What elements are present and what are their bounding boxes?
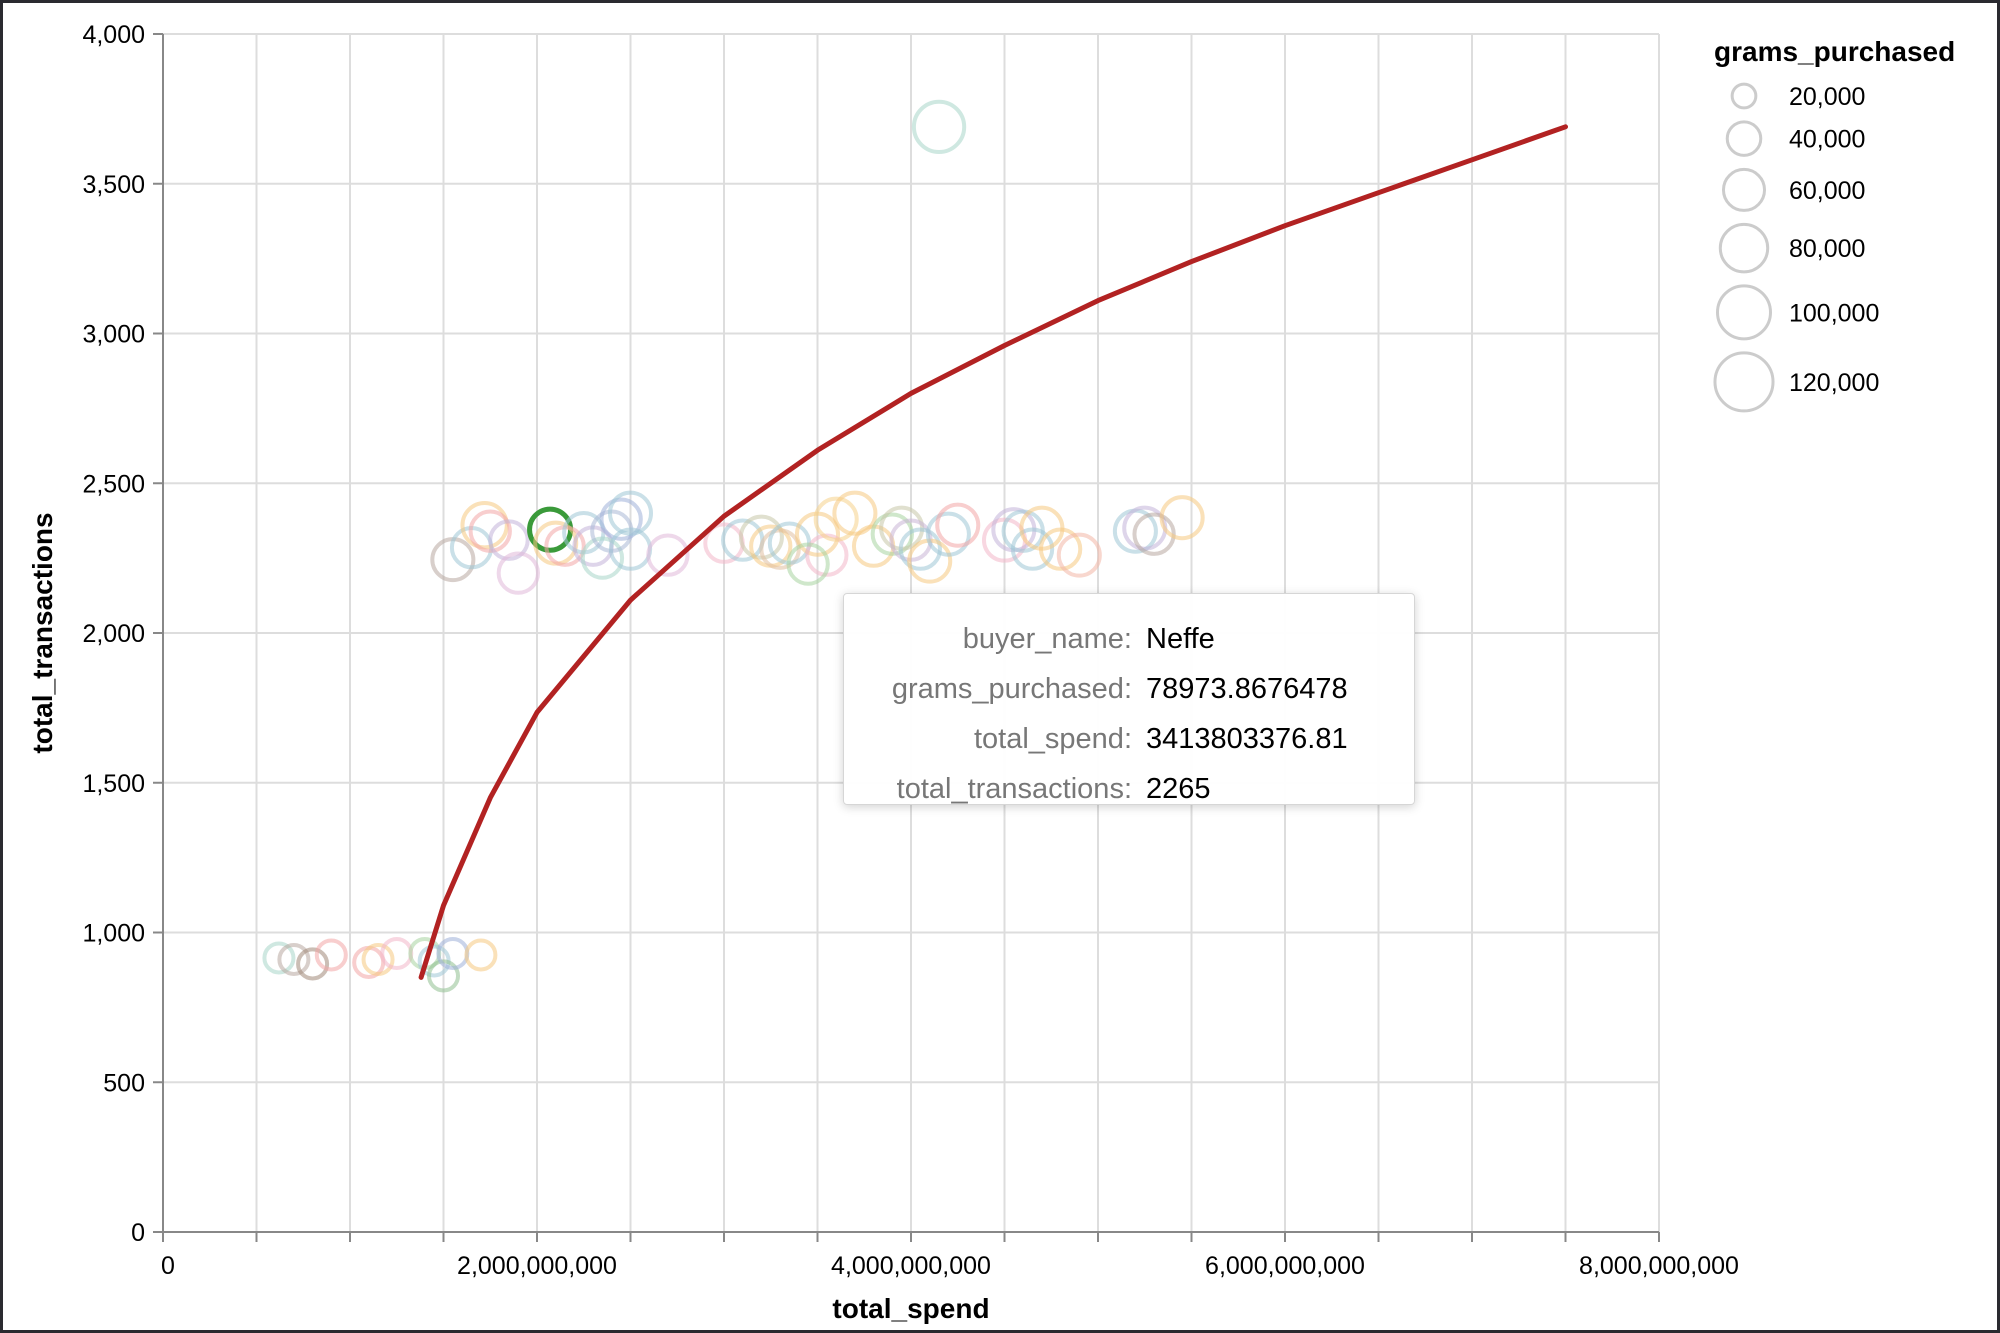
x-tick-label: 4,000,000,000: [831, 1252, 991, 1280]
data-point: [599, 497, 643, 541]
data-point: [464, 938, 498, 972]
y-tick-label: 500: [103, 1069, 145, 1097]
y-tick-label: 3,000: [82, 321, 145, 349]
data-point: [911, 99, 967, 154]
tooltip-value: 3413803376.81: [1146, 722, 1348, 755]
data-point: [488, 519, 530, 561]
axes: 0 2,000,000,000 4,000,000,000 6,000,000,000…: [27, 21, 1739, 1324]
tooltip: buyer_name: Neffe grams_purchased: 78973…: [843, 593, 1415, 805]
data-point: [262, 941, 296, 975]
data-point: [1038, 527, 1083, 571]
data-point: [813, 496, 859, 542]
trend-line: [418, 124, 1568, 980]
tooltip-value: 2265: [1146, 772, 1211, 805]
data-point: [361, 942, 395, 976]
data-point: [935, 502, 981, 548]
x-tick-label: 6,000,000,000: [1205, 1252, 1365, 1280]
data-point: [832, 490, 878, 536]
y-axis-title: total_transactions: [27, 512, 58, 753]
legend-label: 100,000: [1789, 299, 1879, 327]
y-tick-label: 0: [131, 1219, 145, 1247]
chart-frame: 0 2,000,000,000 4,000,000,000 6,000,000,000…: [3, 3, 1997, 1330]
legend-label: 80,000: [1789, 235, 1865, 263]
data-point: [646, 533, 690, 577]
data-point: [380, 936, 414, 970]
data-point: [870, 512, 914, 556]
trend-line-layer: [418, 124, 1568, 980]
x-tick-label: 0: [161, 1252, 175, 1280]
data-points: [262, 99, 1205, 993]
data-point: [1010, 527, 1055, 571]
tooltip-key: total_spend:: [973, 722, 1132, 755]
data-point: [607, 490, 654, 536]
tooltip-row: grams_purchased: 78973.8676478: [864, 664, 1348, 714]
data-point: [786, 542, 830, 586]
size-legend: grams_purchased 20,000 40,000 60,000 80,000 1…: [1713, 36, 1955, 413]
y-tick-label: 3,500: [82, 171, 145, 199]
tooltip-key: buyer_name:: [962, 622, 1132, 655]
data-point: [496, 551, 540, 595]
legend-symbol: [1721, 167, 1767, 212]
data-point: [277, 942, 311, 976]
y-tick-label: 2,000: [82, 620, 145, 648]
tooltip-key: total_transactions:: [896, 772, 1132, 805]
tooltip-value: 78973.8676478: [1146, 672, 1348, 705]
y-tick-label: 1,500: [82, 770, 145, 798]
legend-label: 20,000: [1789, 83, 1865, 111]
legend-title: grams_purchased: [1714, 36, 1955, 67]
y-tick-label: 2,500: [82, 470, 145, 498]
data-point: [296, 947, 330, 981]
legend-symbol: [1725, 120, 1763, 157]
tooltip-value: Neffe: [1146, 622, 1215, 655]
legend-label: 60,000: [1789, 177, 1865, 205]
legend-symbol: [1716, 284, 1772, 341]
x-axis-title: total_spend: [832, 1293, 989, 1324]
data-point: [898, 527, 943, 571]
legend-label: 120,000: [1789, 369, 1879, 397]
data-point: [468, 509, 512, 553]
data-point: [1132, 512, 1176, 556]
x-tick-label: 8,000,000,000: [1579, 1252, 1739, 1280]
data-point: [460, 501, 509, 550]
data-point: [1056, 532, 1102, 578]
tooltip-row: total_transactions: 2265: [864, 764, 1348, 814]
y-tick-label: 1,000: [82, 920, 145, 948]
data-point: [426, 959, 461, 993]
data-point: [314, 938, 348, 972]
tooltip-row: buyer_name: Neffe: [864, 614, 1348, 664]
x-tick-label: 2,000,000,000: [457, 1252, 617, 1280]
y-tick-label: 4,000: [82, 21, 145, 49]
legend-symbol: [1730, 82, 1758, 110]
data-point: [925, 511, 971, 557]
tooltip-row: total_spend: 3413803376.81: [864, 714, 1348, 764]
legend-symbol: [1713, 351, 1775, 413]
data-point: [759, 528, 801, 570]
legend-symbol: [1718, 222, 1770, 274]
tooltip-key: grams_purchased:: [891, 672, 1132, 705]
tooltip-table: buyer_name: Neffe grams_purchased: 78973…: [864, 614, 1348, 814]
data-point: [580, 536, 625, 580]
legend-label: 40,000: [1789, 126, 1865, 154]
data-point: [1159, 495, 1205, 541]
